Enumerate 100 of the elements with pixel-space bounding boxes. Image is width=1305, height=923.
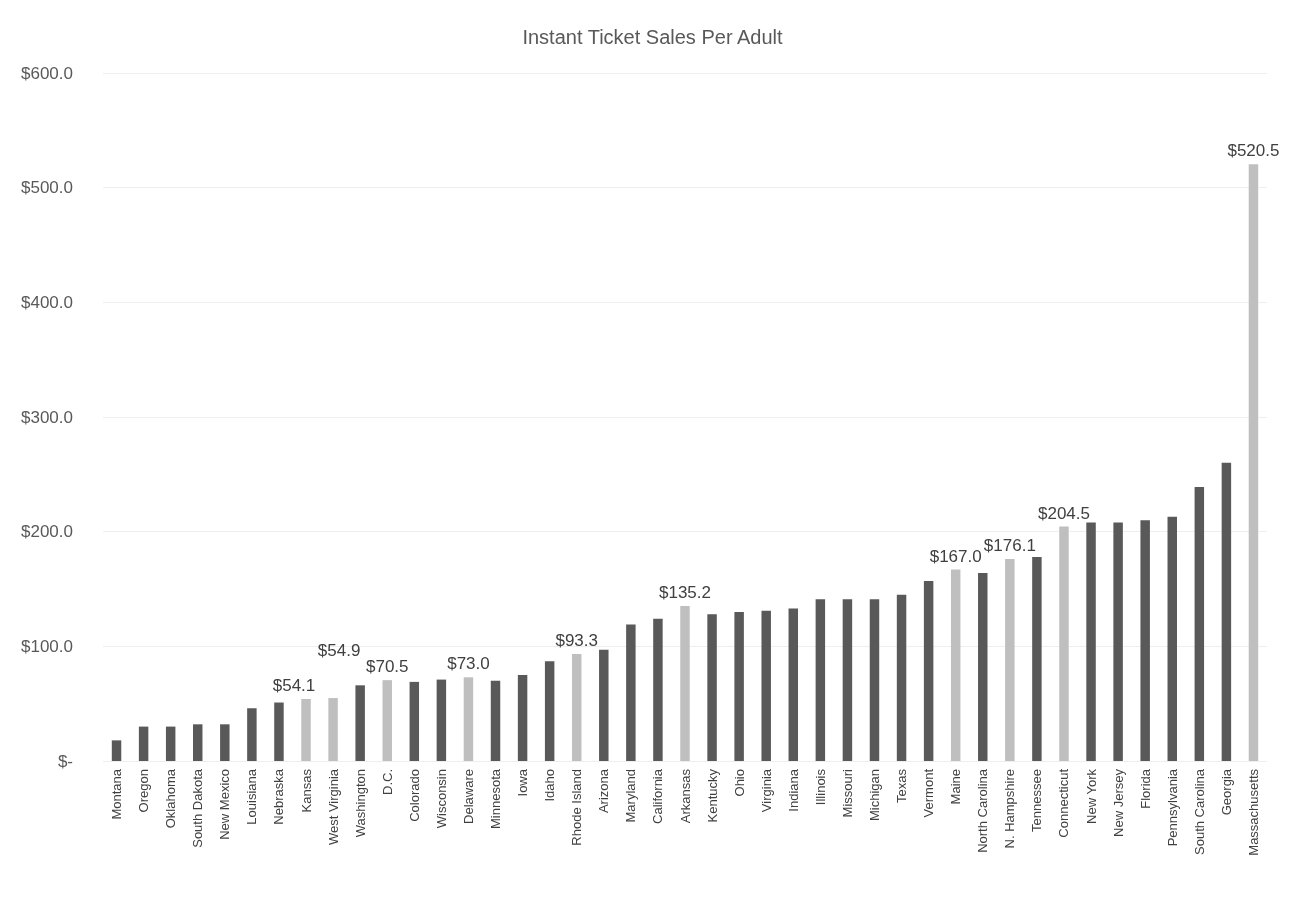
x-tick-label: Massachusetts xyxy=(1245,768,1261,856)
data-label: $167.0 xyxy=(929,546,982,566)
x-tick-label: Maine xyxy=(948,769,964,805)
bar xyxy=(463,677,474,761)
x-tick-label: Washington xyxy=(352,769,368,838)
x-tick-label: New Mexico xyxy=(217,769,233,840)
bar xyxy=(761,610,771,761)
bar xyxy=(734,611,744,761)
x-tick-label: Montana xyxy=(109,768,125,820)
x-tick-label: N. Hampshire xyxy=(1002,769,1018,849)
data-label: $73.0 xyxy=(447,654,490,674)
x-tick-label: Missouri xyxy=(839,768,855,818)
y-tick-label: $300.0 xyxy=(21,407,73,427)
x-tick-label: Nebraska xyxy=(271,768,287,825)
bar xyxy=(1140,520,1150,761)
y-tick-label: $600.0 xyxy=(21,63,73,83)
bar xyxy=(544,661,555,761)
x-tick-label: Iowa xyxy=(515,768,531,797)
x-tick-label: Kansas xyxy=(298,768,314,813)
bar xyxy=(653,618,663,761)
x-tick-label: Illinois xyxy=(812,768,828,806)
data-label: $176.1 xyxy=(983,536,1036,556)
x-tick-label: Delaware xyxy=(460,769,476,824)
x-tick-label: Louisiana xyxy=(244,768,260,825)
bar xyxy=(869,599,880,761)
bar xyxy=(707,614,717,761)
x-tick-label: Indiana xyxy=(785,768,801,812)
x-tick-label: D.C. xyxy=(379,769,395,795)
bar xyxy=(1113,522,1123,761)
x-tick-label: Michigan xyxy=(866,769,882,822)
bar xyxy=(301,698,311,761)
x-tick-label: Colorado xyxy=(406,769,422,822)
bar xyxy=(571,654,582,761)
bar xyxy=(490,680,501,761)
bar xyxy=(328,698,338,761)
bar xyxy=(1086,522,1096,761)
bar xyxy=(111,740,122,761)
x-tick-label: Vermont xyxy=(921,768,937,818)
x-tick-label: Oklahoma xyxy=(163,768,179,829)
data-label: $520.5 xyxy=(1227,141,1280,161)
x-tick-label: California xyxy=(650,768,666,824)
x-tick-label: South Carolina xyxy=(1191,768,1207,855)
bar xyxy=(1032,556,1042,761)
x-tick-label: Pennsylvania xyxy=(1164,768,1180,847)
x-tick-label: North Carolina xyxy=(975,768,991,853)
y-tick-label: $500.0 xyxy=(21,178,73,198)
data-label: $135.2 xyxy=(659,582,711,602)
bar xyxy=(382,680,392,761)
bar xyxy=(842,599,853,761)
bar xyxy=(815,599,826,761)
bar xyxy=(626,624,636,761)
data-label: $93.3 xyxy=(555,631,598,651)
bar xyxy=(193,724,203,761)
x-tick-label: West Virginia xyxy=(325,768,341,846)
data-label: $204.5 xyxy=(1037,503,1090,523)
bar xyxy=(1167,516,1177,761)
y-tick-label: $- xyxy=(57,751,73,771)
bar xyxy=(923,580,934,761)
y-tick-label: $400.0 xyxy=(21,292,73,312)
bar xyxy=(274,702,284,761)
bar xyxy=(517,675,528,761)
bar xyxy=(1194,486,1205,761)
x-tick-label: New Jersey xyxy=(1110,768,1126,837)
x-tick-label: Florida xyxy=(1137,768,1153,809)
bar xyxy=(409,681,420,761)
bar xyxy=(165,726,176,761)
x-tick-label: Connecticut xyxy=(1056,768,1072,838)
x-tick-label: Georgia xyxy=(1218,768,1234,816)
x-tick-label: Tennessee xyxy=(1029,769,1045,832)
bar xyxy=(1221,462,1232,761)
x-tick-label: South Dakota xyxy=(190,768,206,848)
data-label: $54.9 xyxy=(317,641,361,661)
x-tick-label: Idaho xyxy=(542,769,558,802)
bar xyxy=(247,708,257,761)
data-label: $70.5 xyxy=(365,657,409,677)
y-tick-label: $200.0 xyxy=(21,522,73,542)
bar xyxy=(1248,164,1259,761)
y-tick-label: $100.0 xyxy=(21,636,73,656)
bar xyxy=(436,679,447,761)
bar xyxy=(1005,559,1015,761)
bar xyxy=(978,572,988,761)
bar xyxy=(355,685,365,761)
bar xyxy=(896,594,907,761)
bar xyxy=(950,569,961,761)
x-tick-label: Arizona xyxy=(596,768,612,814)
chart-title: Instant Ticket Sales Per Adult xyxy=(522,26,784,48)
x-tick-label: Wisconsin xyxy=(433,769,449,829)
x-tick-label: Rhode Island xyxy=(569,769,585,846)
x-tick-label: Arkansas xyxy=(677,768,693,824)
x-tick-label: Virginia xyxy=(758,768,774,813)
x-tick-label: Minnesota xyxy=(488,768,504,829)
bar xyxy=(599,649,609,761)
x-tick-label: Kentucky xyxy=(704,768,720,823)
bar xyxy=(138,726,149,761)
x-tick-label: Oregon xyxy=(136,769,152,813)
x-tick-label: Maryland xyxy=(623,769,639,823)
x-tick-label: New York xyxy=(1083,768,1099,824)
bar xyxy=(680,605,690,761)
data-label: $54.1 xyxy=(272,675,316,695)
x-tick-label: Ohio xyxy=(731,769,747,797)
